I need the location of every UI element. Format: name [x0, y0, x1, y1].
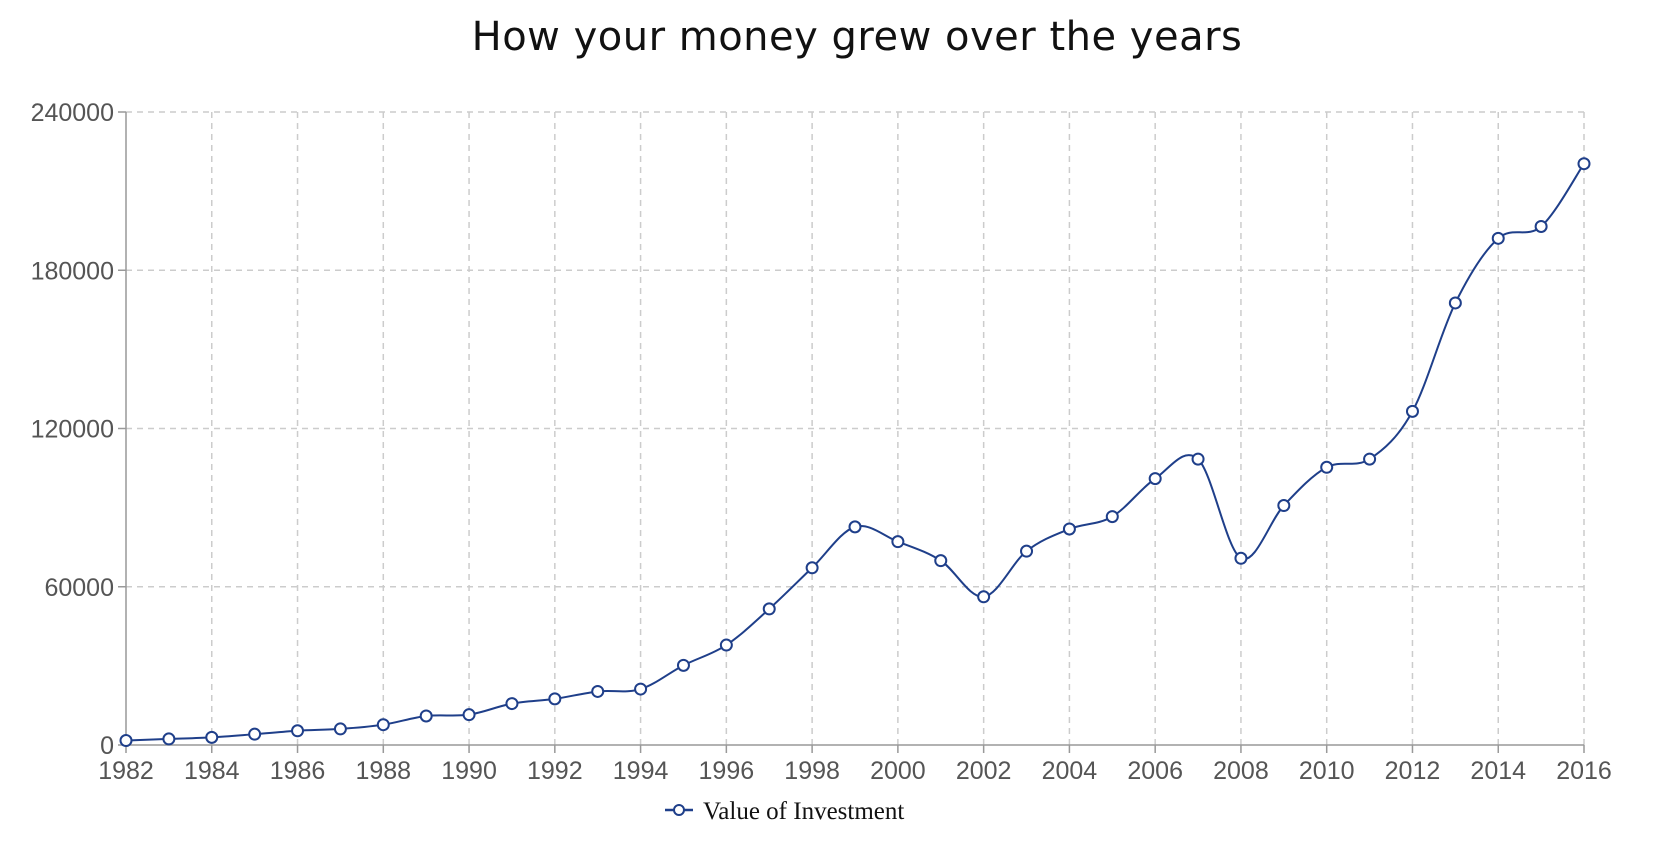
- y-tick-label: 240000: [31, 99, 114, 127]
- legend[interactable]: Value of Investment: [665, 798, 904, 825]
- data-point[interactable]: [848, 520, 862, 534]
- y-axis-ticks: 0 60000 120000 180000 240000: [31, 99, 126, 760]
- grid-lines: [126, 111, 1585, 745]
- x-tick-label: 2000: [870, 757, 926, 785]
- x-tick-label: 2014: [1470, 757, 1526, 785]
- y-tick-label: 120000: [31, 416, 114, 444]
- data-point[interactable]: [1363, 452, 1377, 466]
- data-point[interactable]: [977, 590, 991, 604]
- series-line: [125, 163, 1585, 742]
- data-point[interactable]: [1320, 460, 1334, 474]
- data-point[interactable]: [591, 684, 605, 698]
- data-point[interactable]: [462, 708, 476, 722]
- chart-title: How your money grew over the years: [471, 14, 1243, 60]
- data-point[interactable]: [205, 730, 219, 744]
- data-point[interactable]: [805, 561, 819, 575]
- data-point[interactable]: [676, 658, 690, 672]
- data-point[interactable]: [1277, 499, 1291, 513]
- data-point[interactable]: [719, 638, 733, 652]
- x-tick-label: 2008: [1213, 757, 1269, 785]
- data-point[interactable]: [162, 732, 176, 746]
- legend-marker-swatch: [673, 804, 685, 816]
- x-tick-label: 2016: [1556, 757, 1612, 785]
- data-point[interactable]: [376, 718, 390, 732]
- data-point[interactable]: [891, 535, 905, 549]
- data-point[interactable]: [119, 734, 133, 748]
- x-tick-label: 1992: [527, 757, 583, 785]
- legend-label: Value of Investment: [703, 798, 904, 825]
- data-point[interactable]: [634, 682, 648, 696]
- data-point[interactable]: [248, 727, 262, 741]
- x-tick-label: 2004: [1042, 757, 1098, 785]
- data-point[interactable]: [1491, 231, 1505, 245]
- y-tick-label: 60000: [44, 574, 114, 602]
- x-tick-label: 1986: [270, 757, 326, 785]
- x-tick-label: 1984: [184, 757, 240, 785]
- data-point[interactable]: [419, 709, 433, 723]
- data-point[interactable]: [1448, 296, 1462, 310]
- data-point[interactable]: [333, 722, 347, 736]
- x-tick-label: 1998: [784, 757, 840, 785]
- x-tick-label: 1988: [355, 757, 411, 785]
- data-point[interactable]: [762, 602, 776, 616]
- data-point[interactable]: [1405, 404, 1419, 418]
- data-point[interactable]: [1191, 452, 1205, 466]
- y-tick-label: 0: [100, 732, 114, 760]
- x-tick-label: 2002: [956, 757, 1012, 785]
- data-point[interactable]: [1105, 510, 1119, 524]
- x-tick-label: 1990: [441, 757, 497, 785]
- series-value-of-investment: [119, 157, 1591, 748]
- x-tick-label: 2012: [1385, 757, 1441, 785]
- data-point[interactable]: [1577, 157, 1591, 171]
- x-tick-label: 1982: [98, 757, 154, 785]
- data-point[interactable]: [548, 692, 562, 706]
- y-tick-label: 180000: [31, 257, 114, 285]
- data-point[interactable]: [291, 724, 305, 738]
- data-point[interactable]: [1534, 219, 1548, 233]
- x-tick-label: 1994: [613, 757, 669, 785]
- data-point[interactable]: [1234, 551, 1248, 565]
- data-point[interactable]: [1020, 544, 1034, 558]
- x-tick-label: 1996: [699, 757, 755, 785]
- data-point[interactable]: [934, 554, 948, 568]
- x-axis-ticks: 1982 1984 1986 1988 1990 1992 1994 1996 1998 2000…: [98, 745, 1612, 785]
- x-tick-label: 2006: [1127, 757, 1183, 785]
- x-tick-label: 2010: [1299, 757, 1355, 785]
- data-point[interactable]: [1148, 472, 1162, 486]
- data-point[interactable]: [1062, 522, 1076, 536]
- data-point[interactable]: [505, 697, 519, 711]
